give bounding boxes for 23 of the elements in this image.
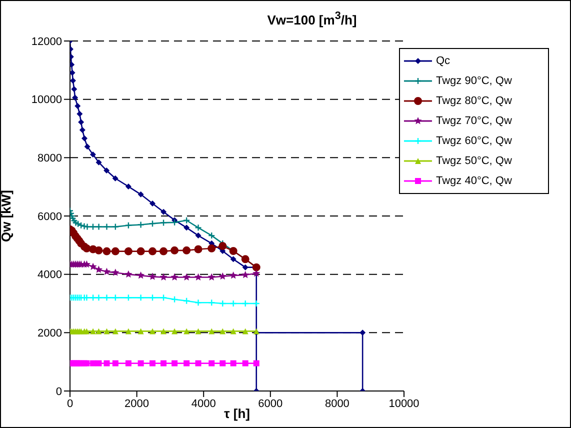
y-tick-label: 2000 xyxy=(38,328,62,340)
y-tick-label: 10000 xyxy=(31,94,62,106)
legend-label: Qc xyxy=(436,54,450,68)
x-axis-title: τ [h] xyxy=(224,406,250,421)
legend-label: Twgz 70°C, Qw xyxy=(436,114,512,128)
legend-label: Twgz 40°C, Qw xyxy=(436,174,512,188)
y-tick-label: 12000 xyxy=(31,36,62,48)
x-tick-label: 10000 xyxy=(388,398,420,410)
legend-label: Twgz 90°C, Qw xyxy=(436,74,512,88)
chart-title: Vw=100 [m$^{3}$/h] xyxy=(266,10,358,28)
legend-label: Twgz 80°C, Qw xyxy=(436,94,512,108)
y-tick-label: 4000 xyxy=(38,269,62,282)
x-tick-label: 2000 xyxy=(124,398,150,410)
x-tick-label: 8000 xyxy=(324,398,350,410)
x-tick-label: 4000 xyxy=(191,398,216,410)
legend-label: Twgz 60°C, Qw xyxy=(436,134,512,148)
y-tick-label: 8000 xyxy=(38,152,62,165)
x-tick-label: 6000 xyxy=(258,398,283,410)
x-tick-label: 0 xyxy=(66,398,74,410)
legend-label: Twgz 50°C, Qw xyxy=(436,154,512,168)
y-tick-label: 0 xyxy=(56,386,62,398)
y-axis-title: Qw [kW] xyxy=(0,190,14,242)
y-tick-label: 6000 xyxy=(38,210,62,223)
